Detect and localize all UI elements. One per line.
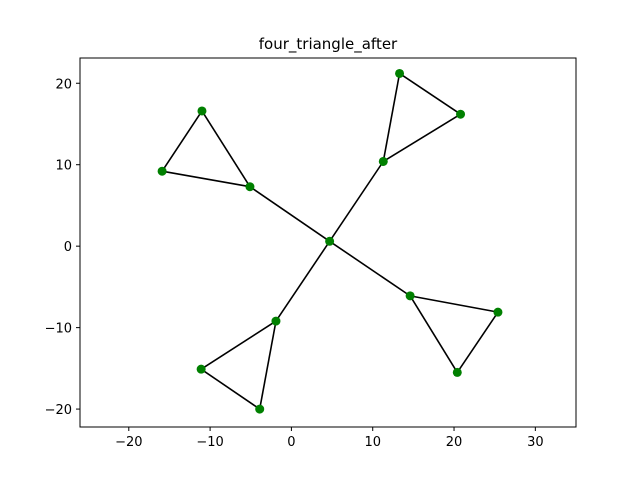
edge-a2-a3 [399,72,461,115]
node-point-a2 [395,68,405,78]
node-point-e2 [493,307,503,317]
edge-a3-a1 [382,113,461,163]
edge-c-a1 [328,161,384,242]
y-axis-ticks: −20 −10 0 10 20 [45,77,80,418]
node-point-c [325,236,335,246]
chart-title: four_triangle_after [259,35,398,54]
x-tick-label: 0 [287,435,295,450]
edge-d2-d3 [200,368,261,410]
nodes-group [157,68,503,414]
edge-b3-b1 [161,170,251,188]
node-point-d2 [196,364,206,374]
edge-e3-e1 [409,295,458,373]
plot-frame [79,57,577,428]
y-tick-label: 20 [55,77,72,92]
x-tick-label: −10 [196,435,223,450]
node-point-b1 [245,182,255,192]
node-point-d1 [271,316,281,326]
node-point-b2 [197,106,207,116]
x-tick-label: 10 [364,435,381,450]
edge-c-b1 [249,186,331,242]
y-tick-label: −20 [45,403,72,418]
y-tick-label: 0 [64,240,72,255]
x-tick-label: 30 [527,435,544,450]
node-point-e3 [452,367,462,377]
edge-c-e1 [329,240,411,297]
edge-d3-d1 [258,320,277,410]
node-point-a3 [456,109,466,119]
edge-c-d1 [275,240,331,322]
edge-b1-b2 [201,110,251,188]
x-tick-label: 20 [446,435,463,450]
x-tick-label: −20 [115,435,142,450]
node-point-e1 [405,291,415,301]
edge-b2-b3 [161,110,203,172]
node-point-d3 [255,404,265,414]
node-point-a1 [378,156,388,166]
edge-e1-e2 [409,295,499,313]
y-tick-label: −10 [45,322,72,337]
y-tick-label: 10 [55,159,72,174]
edges-group [161,72,499,410]
edge-d1-d2 [200,320,277,370]
node-point-b3 [157,166,167,176]
edge-e2-e3 [456,311,499,373]
x-axis-ticks: −20 −10 0 10 20 30 [115,427,544,450]
edge-a1-a2 [382,73,401,162]
